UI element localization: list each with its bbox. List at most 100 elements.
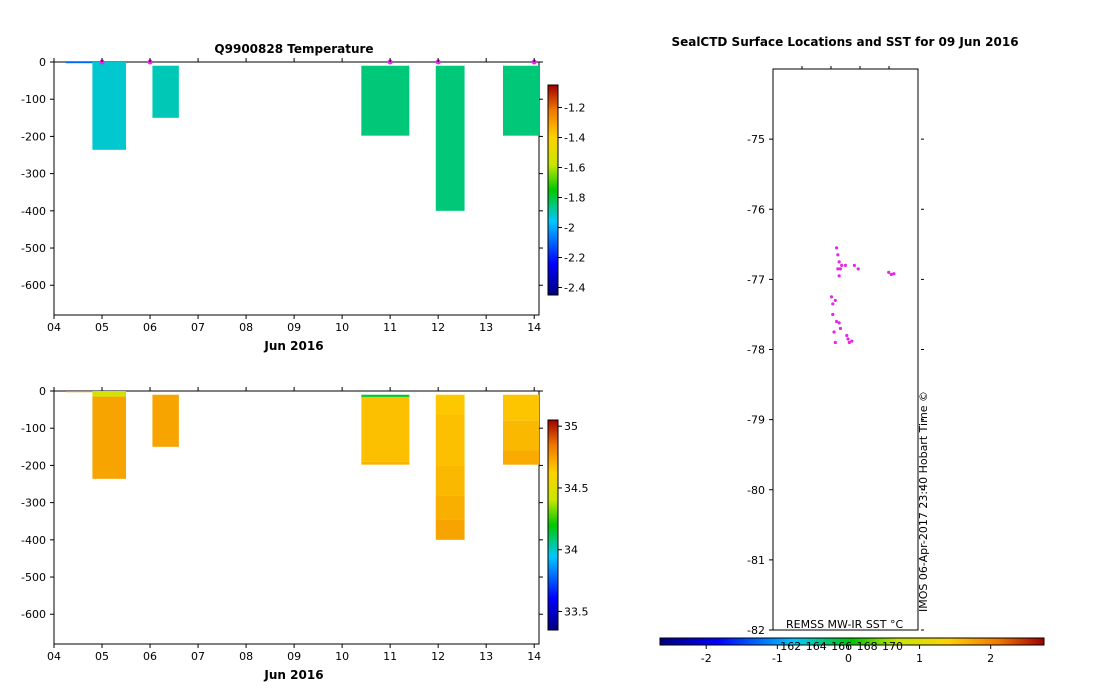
sst-colorbar-ticks: -2 -1 0 1 2 xyxy=(701,645,994,665)
profile-segment xyxy=(435,65,465,211)
salinity-colorbar-ticks: 35 34.5 34 33.5 xyxy=(558,420,589,618)
x-tick-label: 12 xyxy=(431,650,445,663)
temperature-y-ticks: 0 -100 -200 -300 -400 -500 -600 xyxy=(21,56,543,292)
profile-segment xyxy=(502,420,539,451)
seal-location-point xyxy=(847,340,851,345)
lon-tick-label: 162 xyxy=(780,640,801,653)
colorbar-tick-label: -1.4 xyxy=(564,132,585,145)
x-tick-label: 04 xyxy=(47,321,61,334)
salinity-colorbar xyxy=(547,419,559,631)
colorbar-tick-label: -2.2 xyxy=(564,252,585,265)
seal-location-point xyxy=(832,330,836,334)
sst-colorbar-tick-label: 0 xyxy=(845,652,852,665)
profile-segment xyxy=(152,65,179,118)
lat-tick-label: -80 xyxy=(747,484,765,497)
x-tick-label: 10 xyxy=(335,650,349,663)
x-tick-label: 05 xyxy=(95,650,109,663)
lat-tick-label: -81 xyxy=(747,554,765,567)
seal-location-point xyxy=(837,260,841,264)
seal-location-point xyxy=(850,339,854,343)
profile-segment xyxy=(66,391,93,393)
seal-location-point xyxy=(846,337,850,341)
sst-colorbar xyxy=(659,637,1045,646)
profile-segment xyxy=(435,413,465,466)
sst-colorbar-tick-label: -1 xyxy=(772,652,783,665)
y-tick-label: -500 xyxy=(21,571,46,584)
seal-location-point xyxy=(892,272,896,276)
x-tick-label: 11 xyxy=(383,321,397,334)
seal-location-point xyxy=(837,321,841,325)
seal-location-point xyxy=(887,270,891,274)
seal-location-point xyxy=(836,253,840,257)
profile-segment xyxy=(361,65,410,136)
seal-location-point xyxy=(834,319,839,324)
colorbar-tick-label: 35 xyxy=(564,420,578,433)
y-tick-label: -600 xyxy=(21,608,46,621)
y-tick-label: -500 xyxy=(21,242,46,255)
y-tick-label: -600 xyxy=(21,279,46,292)
x-tick-label: 13 xyxy=(479,321,493,334)
salinity-x-label: Jun 2016 xyxy=(263,668,323,682)
profile-segment xyxy=(361,396,410,462)
lat-tick-label: -77 xyxy=(747,273,765,286)
salinity-x-ticks: 04 05 06 07 08 09 10 11 12 13 14 xyxy=(47,387,541,663)
x-tick-label: 06 xyxy=(143,650,157,663)
seal-location-point xyxy=(836,267,840,271)
lon-tick-label: 170 xyxy=(882,640,903,653)
lat-tick-label: -82 xyxy=(747,624,765,637)
x-tick-label: 07 xyxy=(191,650,205,663)
seal-location-point xyxy=(837,274,841,278)
seal-location-point xyxy=(831,302,835,306)
salinity-plot-frame xyxy=(53,390,540,645)
x-tick-label: 04 xyxy=(47,650,61,663)
profile-segment xyxy=(435,495,465,520)
profile-segment xyxy=(361,461,410,465)
lon-tick-label: 168 xyxy=(857,640,878,653)
sst-colorbar-tick-label: 1 xyxy=(916,652,923,665)
x-tick-label: 09 xyxy=(287,321,301,334)
seal-location-point xyxy=(889,272,893,277)
colorbar-tick-label: 34.5 xyxy=(564,482,589,495)
y-tick-label: -100 xyxy=(21,93,46,106)
profile-segment xyxy=(502,450,539,465)
seal-location-point xyxy=(833,298,837,303)
y-tick-label: -400 xyxy=(21,205,46,218)
sst-colorbar-tick-label: -2 xyxy=(701,652,712,665)
profile-segment xyxy=(66,62,93,64)
x-tick-label: 13 xyxy=(479,650,493,663)
temperature-colorbar-ticks: -1.2 -1.4 -1.6 -1.8 -2 -2.2 -2.4 xyxy=(558,102,585,295)
profile-segment xyxy=(92,62,127,150)
colorbar-tick-label: -1.6 xyxy=(564,162,585,175)
y-tick-label: 0 xyxy=(39,385,46,398)
seal-location-point xyxy=(838,267,843,271)
temperature-panel: Q9900828 Temperature 0 -100 -200 -300 -400 -5… xyxy=(21,42,585,353)
temperature-profiles xyxy=(66,62,539,211)
profile-segment xyxy=(152,394,179,447)
map-panel: SealCTD Surface Locations and SST for 09… xyxy=(659,35,1045,665)
seal-location-point xyxy=(852,263,857,267)
lat-tick-label: -76 xyxy=(747,203,765,216)
seal-location-point xyxy=(843,263,848,267)
seal-locations xyxy=(829,246,896,345)
y-tick-label: -100 xyxy=(21,422,46,435)
x-tick-label: 14 xyxy=(527,650,541,663)
y-tick-label: 0 xyxy=(39,56,46,69)
lat-tick-label: -75 xyxy=(747,133,765,146)
colorbar-tick-label: -2.4 xyxy=(564,282,585,295)
colorbar-tick-label: -1.2 xyxy=(564,102,585,115)
seal-location-point xyxy=(840,263,844,267)
x-tick-label: 11 xyxy=(383,650,397,663)
profile-segment xyxy=(435,394,465,414)
temperature-x-ticks: 04 05 06 07 08 09 10 11 12 13 14 xyxy=(47,58,541,334)
colorbar-tick-label: 33.5 xyxy=(564,605,589,618)
profile-segment xyxy=(361,394,410,397)
profile-segment xyxy=(435,465,465,496)
y-tick-label: -300 xyxy=(21,168,46,181)
colorbar-tick-label: -1.8 xyxy=(564,192,585,205)
x-tick-label: 09 xyxy=(287,650,301,663)
temperature-colorbar xyxy=(547,84,559,296)
map-lat-ticks: -75 -76 -77 -78 -79 -80 -81 -82 xyxy=(747,133,924,637)
temperature-title: Q9900828 Temperature xyxy=(214,42,373,56)
sst-colorbar-tick-label: 2 xyxy=(987,652,994,665)
